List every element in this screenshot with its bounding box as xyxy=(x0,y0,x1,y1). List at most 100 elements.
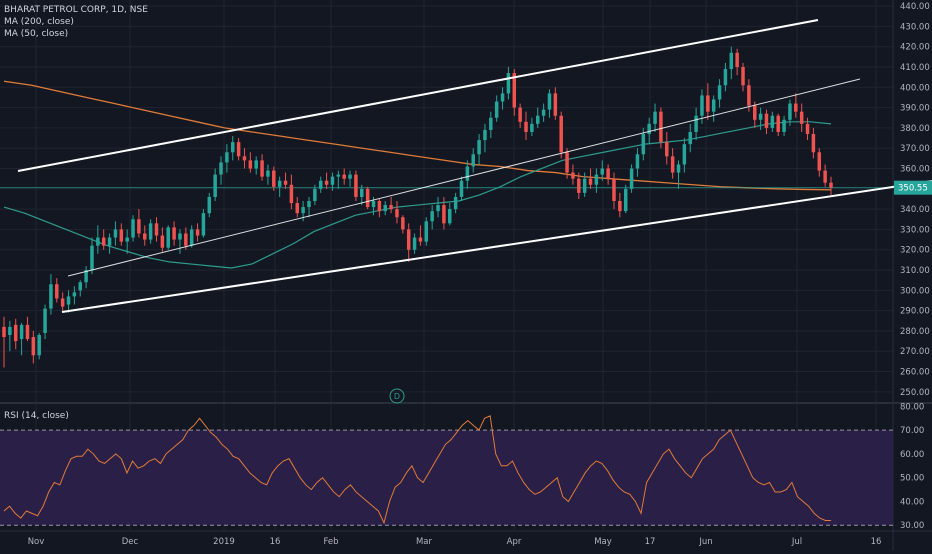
candle-body xyxy=(782,119,786,132)
candle-body xyxy=(682,144,687,165)
time-axis-label: 2019 xyxy=(213,537,235,547)
candle-body xyxy=(436,205,440,212)
candle-body xyxy=(758,113,763,120)
time-axis-label: Mar xyxy=(416,537,433,547)
candle-body xyxy=(19,324,24,340)
time-axis-label: May xyxy=(594,537,612,547)
candle-body xyxy=(418,237,423,242)
candle-body xyxy=(277,180,282,187)
candle-body xyxy=(66,296,71,305)
time-axis-label: 17 xyxy=(645,537,656,547)
candle-body xyxy=(465,166,470,181)
candle-body xyxy=(524,121,528,132)
candle-body xyxy=(453,196,458,210)
candle-body xyxy=(606,168,610,179)
candle-body xyxy=(13,324,18,342)
candle-body xyxy=(113,229,118,238)
candle-body xyxy=(131,219,135,238)
rsi-legend: RSI (14, close) xyxy=(4,411,69,421)
candle-body xyxy=(184,233,188,246)
candle-body xyxy=(559,115,563,153)
time-axis-label: 16 xyxy=(871,537,882,547)
candle-body xyxy=(31,337,36,356)
candle-body xyxy=(794,103,798,112)
candle-body xyxy=(764,113,769,128)
candle-body xyxy=(829,182,833,188)
candle-body xyxy=(711,99,716,112)
candle-body xyxy=(383,205,387,212)
candle-body xyxy=(817,152,822,171)
candle-body xyxy=(735,52,739,67)
candle-body xyxy=(119,229,124,242)
candle-body xyxy=(401,217,405,230)
price-axis-label: 300.00 xyxy=(900,286,930,296)
candle-body xyxy=(213,174,217,197)
candle-body xyxy=(330,176,335,185)
price-axis-label: 410.00 xyxy=(900,63,930,73)
candle-body xyxy=(160,235,165,248)
candle-body xyxy=(788,103,792,120)
candle-body xyxy=(96,237,100,246)
candle-body xyxy=(477,140,481,155)
candle-body xyxy=(72,292,77,297)
dividend-marker-label: D xyxy=(394,392,400,401)
candle-body xyxy=(665,142,669,157)
price-axis-label: 400.00 xyxy=(900,83,930,93)
candle-body xyxy=(618,201,622,212)
candle-body xyxy=(518,107,522,122)
candle-body xyxy=(219,162,223,175)
candle-body xyxy=(489,117,493,130)
candle-body xyxy=(283,180,288,185)
candle-body xyxy=(647,123,651,134)
candle-body xyxy=(629,168,634,189)
time-axis-label: Feb xyxy=(323,537,338,547)
rsi-axis-label: 30.00 xyxy=(900,521,924,531)
candle-body xyxy=(154,223,159,236)
candle-body xyxy=(641,134,646,155)
candle-body xyxy=(483,129,487,141)
candle-body xyxy=(254,160,258,169)
time-axis-label: Apr xyxy=(507,537,522,547)
candle-body xyxy=(799,111,804,124)
candle-body xyxy=(143,233,147,240)
candle-body xyxy=(512,73,517,108)
candle-body xyxy=(623,188,628,212)
candle-body xyxy=(577,178,581,193)
candle-body xyxy=(729,52,734,70)
candle-body xyxy=(541,109,546,116)
candle-body xyxy=(565,152,569,173)
price-axis-label: 270.00 xyxy=(900,347,930,357)
price-axis-label: 260.00 xyxy=(900,368,930,378)
rsi-axis-label: 50.00 xyxy=(900,474,924,484)
candle-body xyxy=(823,170,827,183)
price-axis-label: 360.00 xyxy=(900,165,930,175)
candle-body xyxy=(747,85,751,106)
candle-body xyxy=(770,115,775,128)
price-axis-label: 390.00 xyxy=(900,104,930,114)
candle-body xyxy=(723,69,728,86)
candle-body xyxy=(547,93,552,110)
price-axis-label: 440.00 xyxy=(900,2,930,12)
candle-body xyxy=(670,156,675,173)
candle-body xyxy=(753,105,757,120)
candle-body xyxy=(324,180,329,185)
candle-body xyxy=(8,326,12,335)
candle-body xyxy=(178,233,182,240)
candle-body xyxy=(289,184,294,204)
last-price-badge xyxy=(894,180,932,195)
candle-body xyxy=(60,298,65,307)
upper-channel-line xyxy=(17,19,819,172)
candle-body xyxy=(717,85,722,100)
price-axis-label: 310.00 xyxy=(900,266,930,276)
rsi-axis-label: 80.00 xyxy=(900,402,924,412)
rsi-axis-label: 60.00 xyxy=(900,450,924,460)
candle-body xyxy=(307,201,311,208)
candle-body xyxy=(676,164,681,173)
candle-body xyxy=(442,205,446,224)
candle-body xyxy=(55,284,59,299)
candle-body xyxy=(694,115,698,132)
last-price-value: 350.55 xyxy=(898,184,928,194)
candle-body xyxy=(553,93,558,116)
time-axis-label: Jul xyxy=(791,537,802,547)
candle-body xyxy=(137,219,141,234)
